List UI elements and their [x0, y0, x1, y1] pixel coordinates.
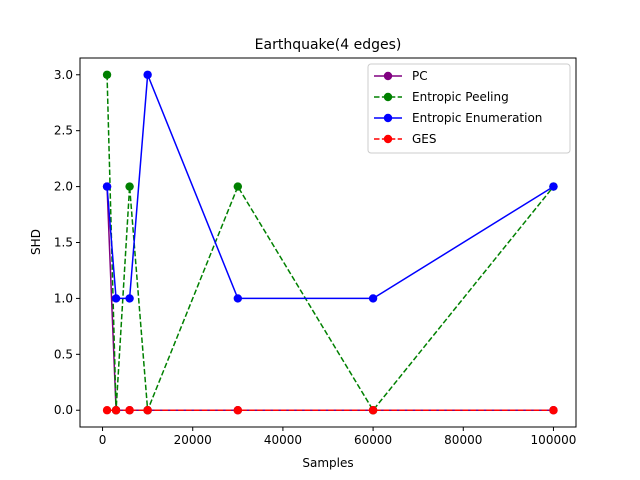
- legend-marker: [383, 113, 393, 123]
- y-axis-label: SHD: [29, 229, 43, 255]
- data-point: [125, 182, 134, 191]
- series-entropic-enumeration: [102, 70, 558, 303]
- legend-box: [367, 63, 571, 154]
- plot-area: [102, 70, 558, 415]
- legend-marker: [383, 71, 393, 81]
- legend-item: PC: [374, 69, 428, 83]
- data-point: [111, 406, 121, 415]
- data-point: [102, 406, 112, 415]
- data-point: [125, 294, 134, 303]
- legend-marker: [383, 92, 393, 102]
- y-tick-label: 1.0: [54, 291, 73, 305]
- chart-title: Earthquake(4 edges): [255, 37, 402, 53]
- data-point: [549, 406, 558, 415]
- y-tick-label: 0.5: [54, 347, 73, 361]
- series-ges: [102, 406, 558, 415]
- y-tick-label: 3.0: [54, 68, 73, 82]
- legend-label: Entropic Enumeration: [412, 111, 542, 125]
- y-axis: 0.0 0.5 1.0 1.5 2.0 2.5 3.0: [54, 68, 80, 417]
- legend-label: Entropic Peeling: [412, 90, 509, 104]
- data-point: [233, 406, 243, 415]
- y-tick-label: 2.0: [54, 180, 73, 194]
- legend-item: Entropic Enumeration: [374, 111, 542, 125]
- legend: PC Entropic Peeling Entropic Enumeration GE…: [367, 63, 571, 154]
- x-tick-label: 40000: [264, 433, 302, 447]
- data-point: [125, 406, 134, 415]
- data-point: [143, 406, 152, 415]
- data-point: [368, 406, 378, 415]
- x-tick-label: 100000: [531, 433, 577, 447]
- data-point: [233, 182, 243, 191]
- data-point: [549, 182, 558, 191]
- y-tick-label: 1.5: [54, 236, 73, 250]
- legend-marker: [383, 134, 393, 144]
- data-point: [102, 70, 112, 79]
- data-point: [368, 294, 378, 303]
- legend-label: PC: [412, 69, 428, 83]
- x-axis-label: Samples: [302, 456, 353, 470]
- data-point: [233, 294, 243, 303]
- data-point: [102, 182, 112, 191]
- x-tick-label: 20000: [174, 433, 212, 447]
- x-tick-label: 0: [99, 433, 107, 447]
- x-tick-label: 80000: [444, 433, 482, 447]
- data-point: [143, 70, 152, 79]
- y-tick-label: 0.0: [54, 403, 73, 417]
- legend-item: GES: [374, 132, 437, 146]
- legend-item: Entropic Peeling: [374, 90, 509, 104]
- legend-label: GES: [412, 132, 437, 146]
- x-tick-label: 60000: [354, 433, 392, 447]
- data-point: [111, 294, 121, 303]
- x-axis: 0 20000 40000 60000 80000 100000: [99, 427, 577, 447]
- y-tick-label: 2.5: [54, 124, 73, 138]
